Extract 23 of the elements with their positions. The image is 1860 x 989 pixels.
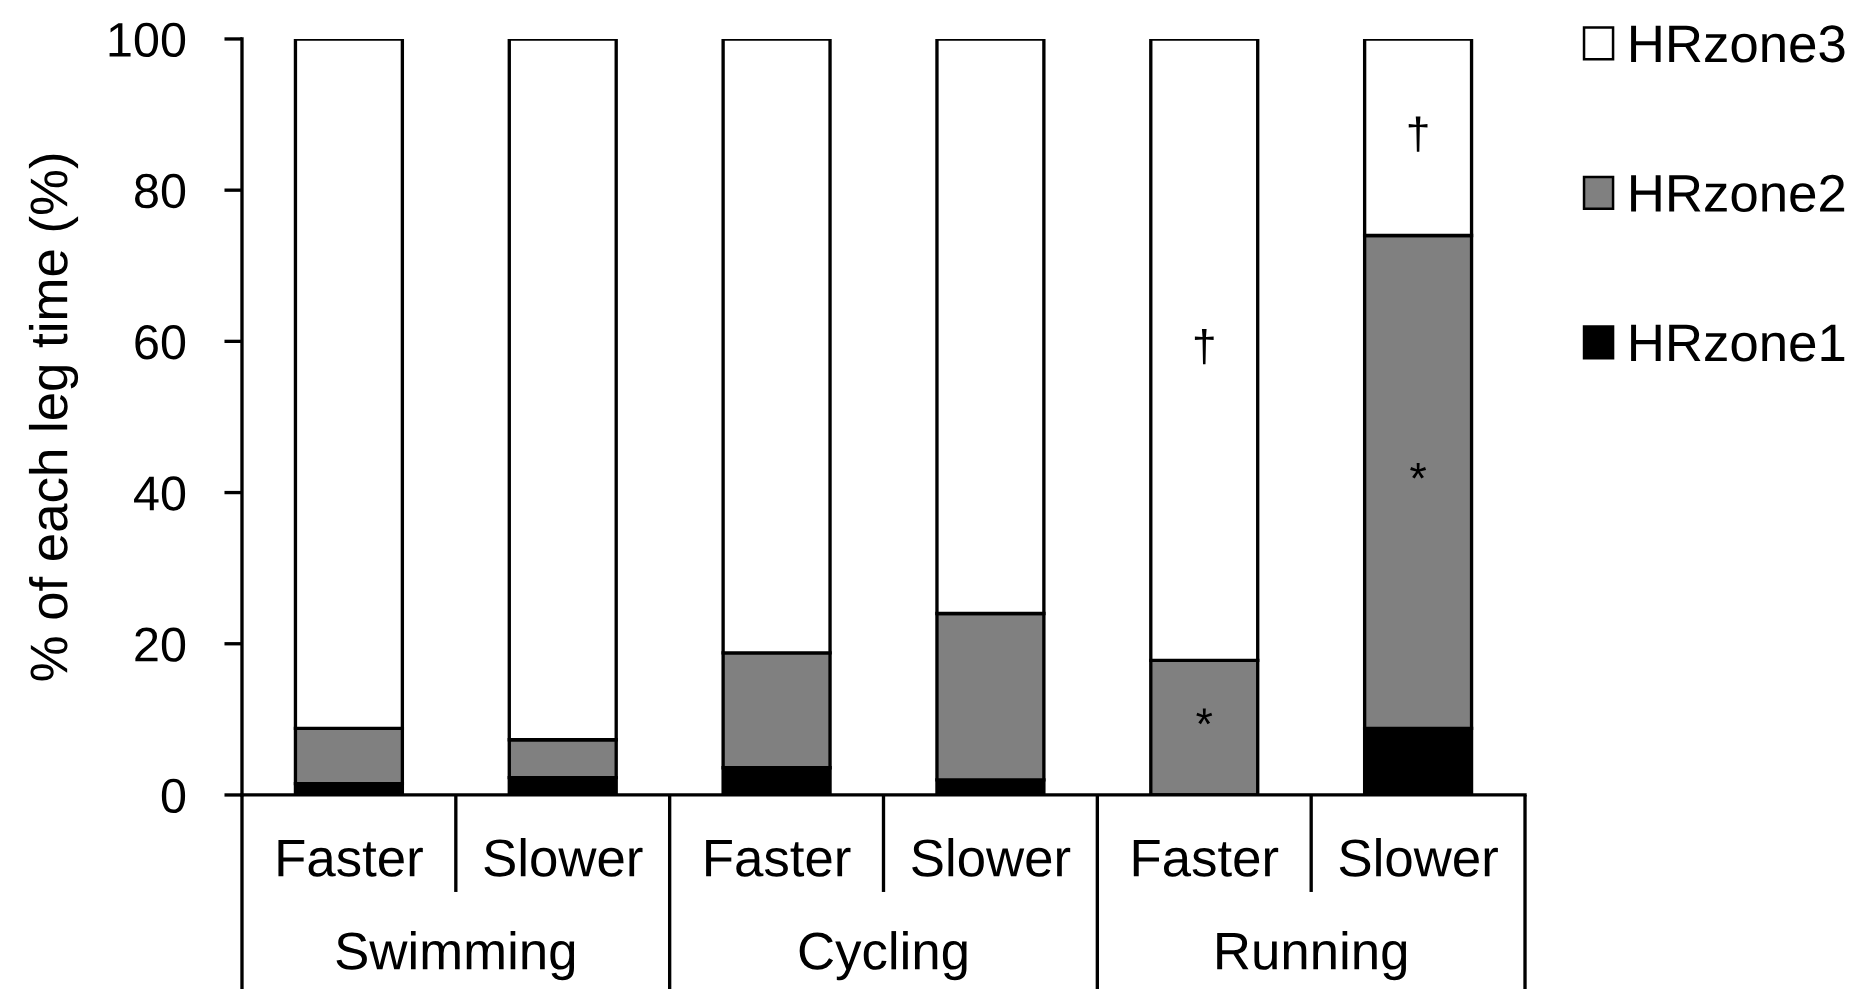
y-tick-label: 100	[109, 22, 186, 58]
y-tick-label: 80	[135, 173, 186, 209]
x-tick-label: Faster	[1133, 839, 1279, 877]
data-label: †	[1194, 328, 1214, 365]
text: Running	[1217, 931, 1407, 981]
x-tick-label: Faster	[278, 839, 423, 877]
data-label: †	[1408, 116, 1428, 152]
text: Cycling	[799, 931, 967, 981]
y-tick-label: 60	[135, 325, 186, 360]
y-tick-label: 20	[135, 627, 186, 662]
y-axis-title: % of each leg time (%)	[28, 154, 79, 681]
x-tick-label: Slower	[1339, 838, 1498, 877]
x-tick-label: Slower	[484, 838, 643, 877]
text: Swimming	[336, 931, 575, 981]
legend-label: HRzone1	[1631, 324, 1845, 362]
x-tick-label: Slower	[912, 838, 1071, 877]
data-label: *	[1410, 462, 1427, 479]
legend-label: HRzone2	[1631, 174, 1845, 213]
data-label: *	[1196, 708, 1213, 725]
y-tick-label: 0	[161, 778, 186, 814]
y-tick-label: 40	[134, 476, 186, 511]
legend-label: HRzone3	[1631, 25, 1845, 63]
x-tick-label: Faster	[706, 839, 851, 877]
